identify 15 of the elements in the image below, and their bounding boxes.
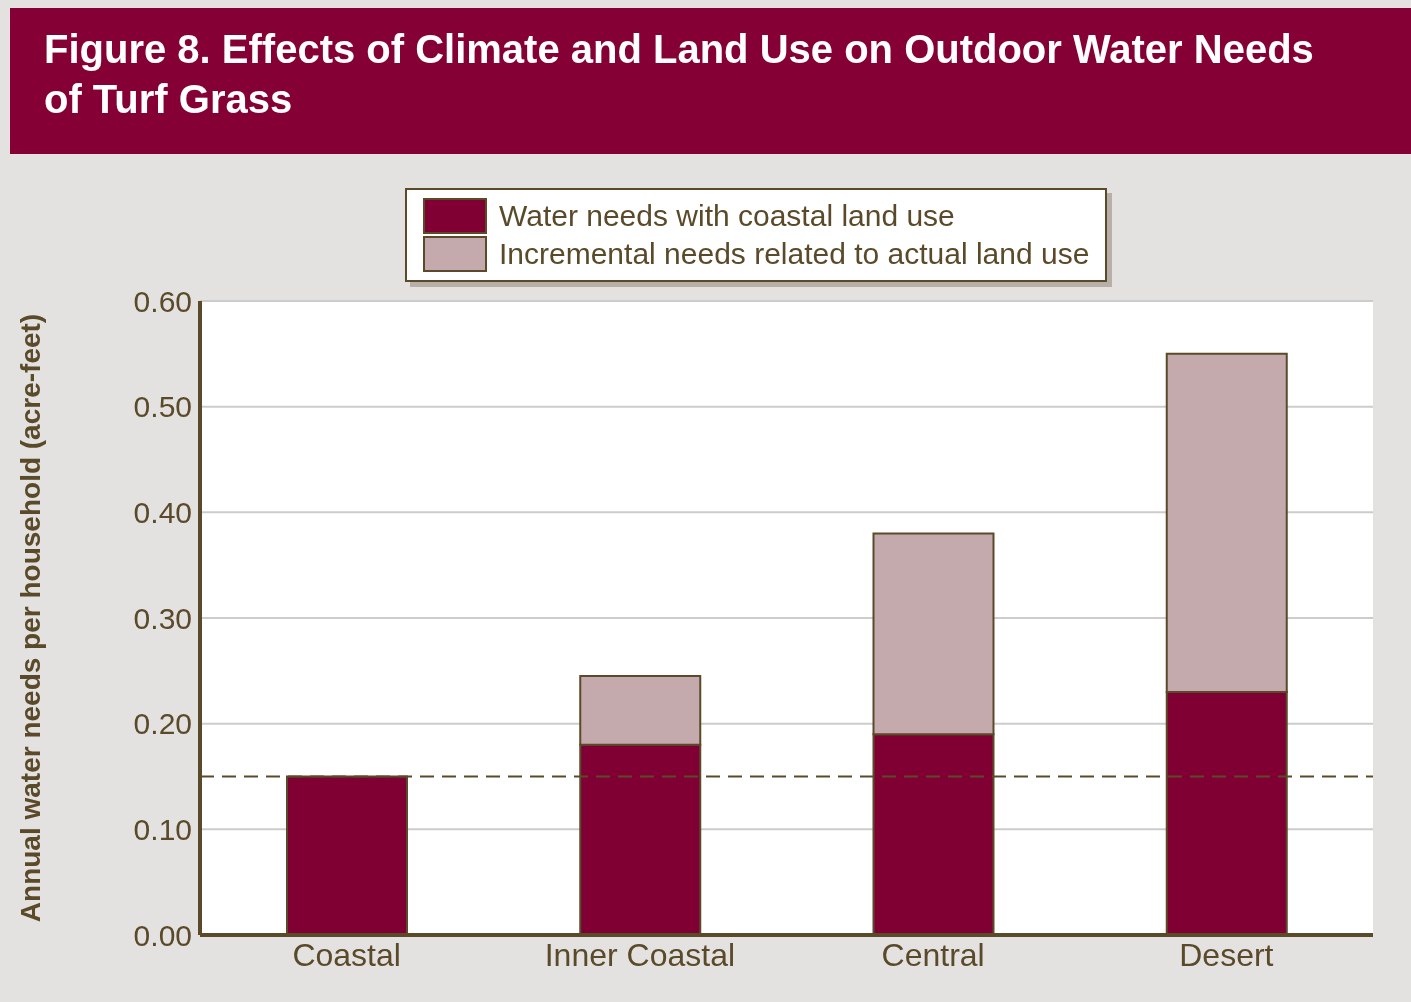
- y-tick-label: 0.20: [133, 707, 192, 741]
- y-axis-title: Annual water needs per household (acre-feet): [14, 313, 46, 923]
- chart-title: Figure 8. Effects of Climate and Land Use on Outdoor Water Needs of Turf Grass: [44, 26, 1315, 123]
- y-tick-label: 0.50: [133, 390, 192, 424]
- y-tick-label: 0.30: [133, 601, 192, 635]
- y-tick-label: 0.60: [133, 284, 192, 318]
- x-tick-label: Coastal: [292, 936, 401, 973]
- y-tick-label: 0.00: [133, 918, 192, 952]
- y-tick-label: 0.10: [133, 812, 192, 846]
- x-tick-label: Central: [881, 936, 985, 973]
- x-tick-label: Desert: [1179, 936, 1274, 973]
- legend-label: Water needs with coastal land use: [499, 199, 955, 233]
- x-tick-label: Inner Coastal: [544, 936, 736, 973]
- legend-label: Incremental needs related to actual land use: [499, 237, 1090, 271]
- y-tick-label: 0.40: [133, 495, 192, 529]
